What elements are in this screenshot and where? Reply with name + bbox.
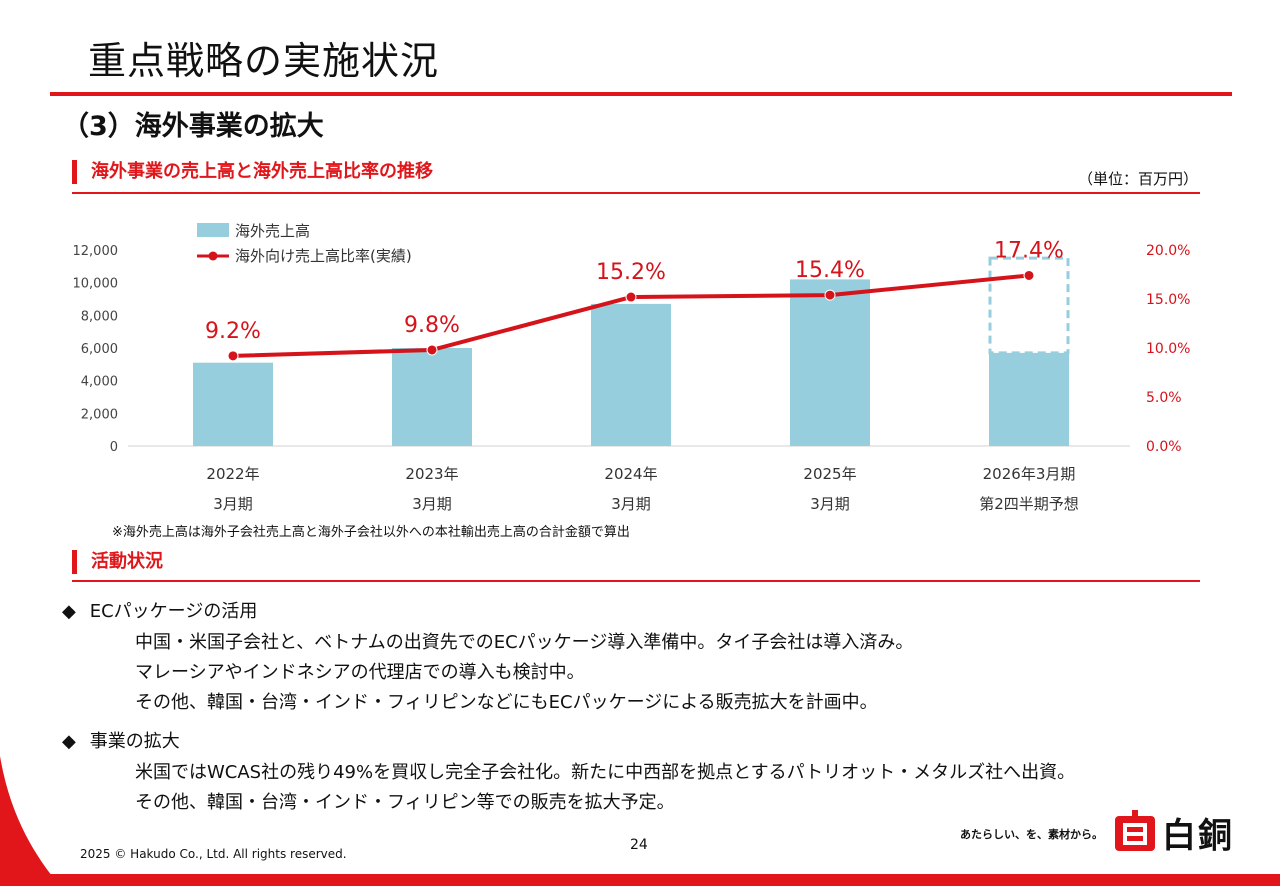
category-label: 2022年 (206, 465, 259, 483)
y-right-tick: 0.0% (1146, 439, 1182, 455)
legend-bar-swatch (197, 223, 229, 237)
ratio-point (1023, 269, 1035, 281)
ratio-point (426, 344, 438, 356)
ratio-data-label: 17.4% (994, 238, 1064, 263)
chart-heading-rule (72, 192, 1200, 194)
bar-overseas-sales (989, 352, 1069, 446)
unit-label: （単位：百万円） (1077, 170, 1198, 188)
copyright: 2025 © Hakudo Co., Ltd. All rights reser… (80, 847, 347, 861)
activity-line: 米国ではWCAS社の残り49%を買収し完全子会社化。新たに中西部を拠点とするパト… (135, 762, 1076, 783)
category-label: 2023年 (405, 465, 458, 483)
ratio-point (625, 291, 637, 303)
ratio-point (824, 289, 836, 301)
ratio-data-label: 15.2% (596, 260, 666, 285)
ratio-point (227, 350, 239, 362)
activity-line: マレーシアやインドネシアの代理店での導入も検討中。 (135, 662, 585, 683)
category-label: 3月期 (412, 495, 452, 513)
category-label: 2026年3月期 (983, 465, 1076, 483)
legend-line-marker (208, 251, 218, 261)
page-number: 24 (630, 837, 648, 853)
category-label: 2025年 (803, 465, 856, 483)
y-right-tick: 20.0% (1146, 243, 1190, 259)
chart-labels: 9.2% 9.8% 15.2% 15.4% 17.4% 2022年 3月期 2023年 3月期 2… (205, 238, 1079, 513)
y-left-tick: 4,000 (81, 375, 118, 390)
bar-overseas-sales (591, 303, 671, 446)
page-title: 重点戦略の実施状況 (88, 39, 440, 83)
bar-forecast-outline (988, 256, 1070, 355)
y-left-tick: 0 (110, 440, 118, 455)
activity-title: ◆ ECパッケージの活用 (62, 597, 257, 623)
ratio-data-label: 9.2% (205, 319, 261, 344)
y-left-tick: 6,000 (81, 342, 118, 357)
ratio-data-label: 9.8% (404, 313, 460, 338)
chart-bars (193, 256, 1070, 446)
hakudo-logo-icon (1115, 810, 1155, 851)
category-label: 第2四半期予想 (979, 495, 1079, 513)
chart-footnote: ※海外売上高は海外子会社売上高と海外子会社以外への本社輸出売上高の合計金額で算出 (112, 525, 630, 540)
activity-line: その他、韓国・台湾・インド・フィリピンなどにもECパッケージによる販売拡大を計画… (135, 692, 878, 713)
activity-title: ◆ 事業の拡大 (62, 727, 180, 753)
legend-bar-label: 海外売上高 (235, 222, 310, 240)
y-left-tick: 8,000 (81, 309, 118, 324)
bar-overseas-sales (193, 362, 273, 446)
y-right-tick: 10.0% (1146, 341, 1190, 357)
tagline: あたらしい、を、素材から。 (960, 828, 1103, 841)
activity-line: 中国・米国子会社と、ベトナムの出資先でのECパッケージ導入準備中。タイ子会社は導… (135, 632, 914, 653)
activity-heading-rule (72, 580, 1200, 582)
y-right-tick: 15.0% (1146, 292, 1190, 308)
corner-decoration (0, 756, 60, 886)
y-left-tick: 12,000 (73, 244, 119, 259)
logo-text: 白銅 (1162, 816, 1234, 856)
bar-overseas-sales (392, 348, 472, 446)
activity-heading: 活動状況 (72, 550, 163, 574)
chart-ratio-line (227, 269, 1035, 362)
activity-title-text: ECパッケージの活用 (89, 601, 258, 622)
y-left-tick: 2,000 (81, 407, 118, 422)
ratio-data-label: 15.4% (795, 258, 865, 283)
y-right-tick: 5.0% (1146, 390, 1182, 406)
bottom-band (0, 874, 1280, 886)
chart-axis-layer: 0 2,000 4,000 6,000 8,000 10,000 12,000 0.0% 5.0… (73, 243, 1191, 455)
section-title: （3）海外事業の拡大 (62, 111, 324, 142)
category-label: 3月期 (213, 495, 253, 513)
legend-line-label: 海外向け売上高比率(実績) (235, 247, 412, 265)
bar-overseas-sales (790, 279, 870, 446)
sales-chart: 0 2,000 4,000 6,000 8,000 10,000 12,000 0.0% 5.0… (73, 222, 1191, 513)
title-rule (50, 92, 1232, 96)
category-label: 3月期 (810, 495, 850, 513)
diamond-bullet-icon: ◆ (62, 731, 76, 752)
activity-line: その他、韓国・台湾・インド・フィリピン等での販売を拡大予定。 (135, 792, 675, 813)
category-label: 2024年 (604, 465, 657, 483)
activity-title-text: 事業の拡大 (89, 731, 180, 752)
chart-heading: 海外事業の売上高と海外売上高比率の推移 (72, 160, 433, 184)
y-left-tick: 10,000 (73, 277, 119, 292)
diamond-bullet-icon: ◆ (62, 601, 76, 622)
category-label: 3月期 (611, 495, 651, 513)
